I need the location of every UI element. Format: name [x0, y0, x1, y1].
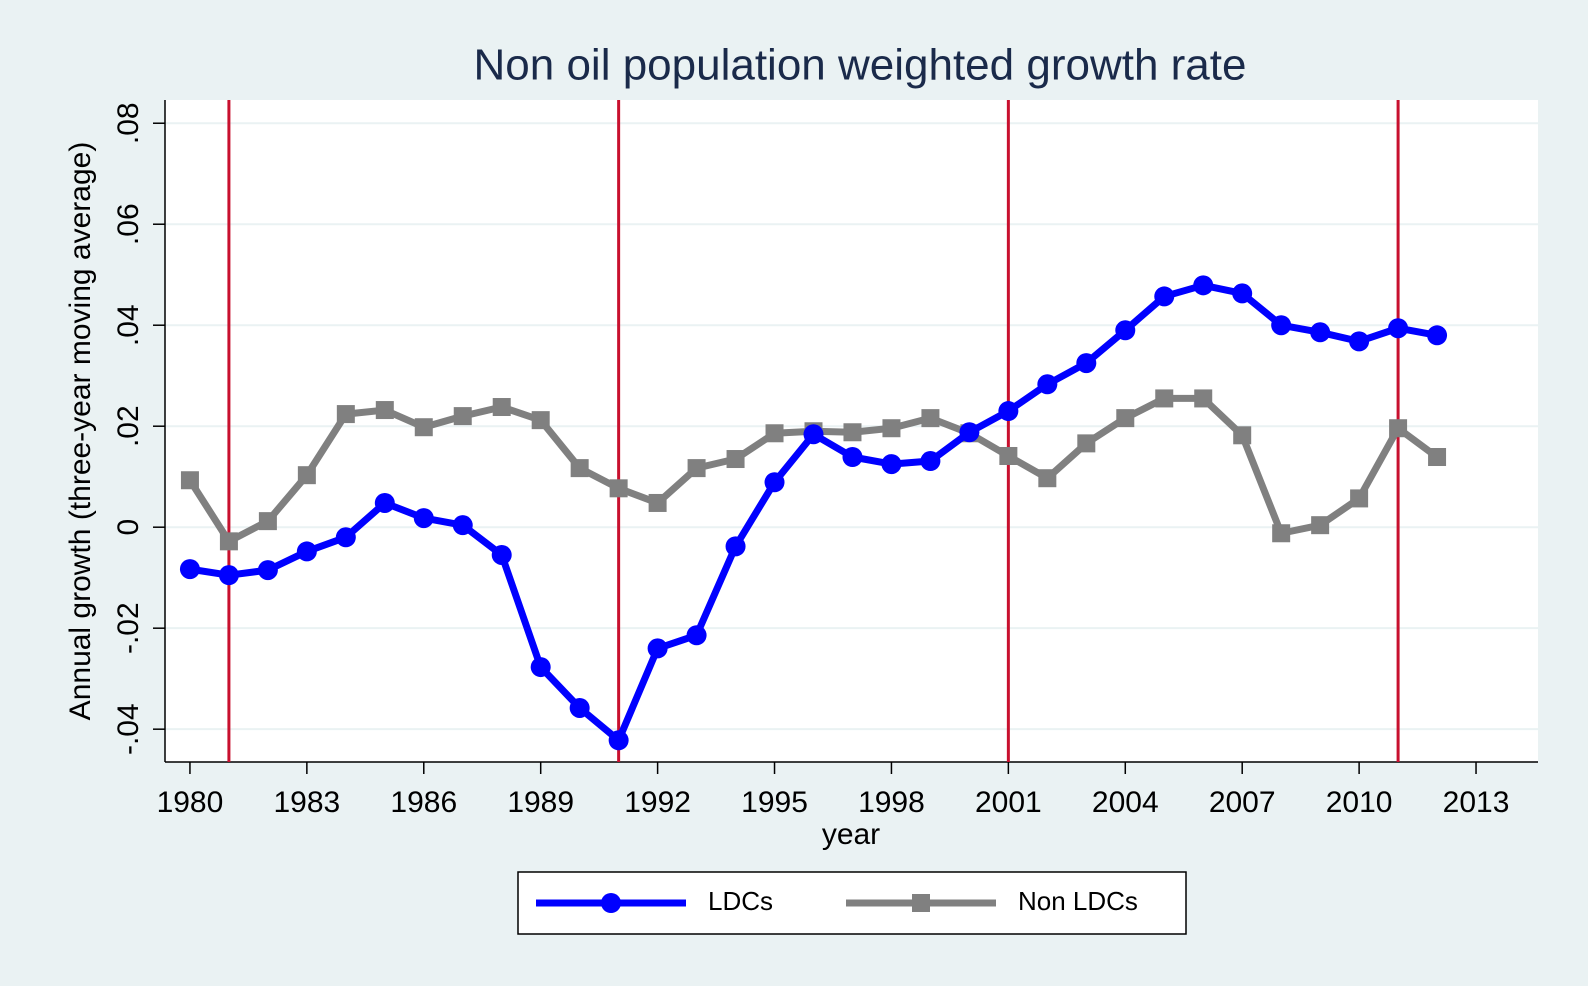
legend-label: LDCs	[708, 886, 773, 916]
marker	[452, 515, 473, 536]
marker	[1233, 426, 1252, 445]
y-tick-label: .02	[112, 405, 145, 447]
x-tick-label: 1998	[858, 786, 925, 819]
marker	[608, 730, 629, 751]
marker	[1076, 353, 1097, 374]
marker	[1115, 320, 1136, 341]
marker	[1037, 374, 1058, 395]
marker	[1349, 331, 1370, 352]
marker	[414, 418, 433, 437]
marker	[921, 409, 940, 428]
x-tick-label: 2007	[1209, 786, 1276, 819]
y-tick-label: .04	[112, 304, 145, 346]
legend-marker	[912, 894, 930, 912]
x-axis-title: year	[822, 818, 880, 851]
marker	[375, 401, 394, 420]
marker	[1388, 318, 1409, 339]
x-tick-label: 1983	[273, 786, 340, 819]
x-tick-label: 2013	[1443, 786, 1510, 819]
marker	[609, 479, 628, 498]
marker	[492, 398, 511, 417]
marker	[959, 422, 980, 443]
marker	[296, 541, 317, 562]
marker	[491, 544, 512, 565]
x-tick-label: 1992	[624, 786, 691, 819]
marker	[413, 508, 434, 529]
marker	[1271, 315, 1292, 336]
marker	[920, 451, 941, 472]
marker	[687, 459, 706, 478]
y-axis-title: Annual growth (three-year moving average…	[64, 142, 97, 721]
marker	[1194, 389, 1213, 408]
marker	[1427, 325, 1448, 346]
legend-label: Non LDCs	[1018, 886, 1138, 916]
marker	[1428, 448, 1447, 467]
marker	[648, 493, 667, 512]
marker	[374, 492, 395, 513]
marker	[1038, 469, 1057, 488]
marker	[647, 638, 668, 659]
chart-title: Non oil population weighted growth rate	[474, 41, 1247, 90]
y-tick-label: .08	[112, 102, 145, 144]
marker	[1389, 419, 1408, 438]
marker	[1232, 283, 1253, 304]
y-tick-label: -.02	[112, 602, 145, 654]
marker	[803, 424, 824, 445]
legend-marker	[601, 893, 621, 913]
marker	[843, 423, 862, 442]
marker	[1272, 524, 1291, 543]
marker	[882, 419, 901, 438]
x-tick-label: 1995	[741, 786, 808, 819]
marker	[1077, 434, 1096, 453]
y-tick-label: -.04	[112, 703, 145, 755]
marker	[765, 424, 784, 443]
x-tick-label: 2001	[975, 786, 1042, 819]
marker	[999, 446, 1018, 465]
x-tick-label: 1980	[157, 786, 224, 819]
marker	[336, 405, 355, 424]
marker	[335, 527, 356, 548]
x-tick-label: 2004	[1092, 786, 1159, 819]
marker	[257, 560, 278, 581]
marker	[453, 407, 472, 426]
marker	[569, 697, 590, 718]
marker	[530, 657, 551, 678]
x-tick-label: 2010	[1326, 786, 1393, 819]
marker	[218, 565, 239, 586]
marker	[1311, 516, 1330, 535]
y-tick-label: .06	[112, 203, 145, 245]
marker	[842, 447, 863, 468]
marker	[726, 450, 745, 469]
marker	[686, 625, 707, 646]
marker	[297, 466, 316, 485]
marker	[1193, 275, 1214, 296]
marker	[1350, 489, 1369, 508]
marker	[998, 401, 1019, 422]
marker	[179, 559, 200, 580]
marker	[531, 411, 550, 430]
marker	[1310, 322, 1331, 343]
marker	[570, 459, 589, 478]
marker	[1116, 409, 1135, 428]
marker	[258, 512, 277, 531]
marker	[725, 536, 746, 557]
marker	[219, 532, 238, 551]
marker	[881, 454, 902, 475]
x-tick-label: 1989	[507, 786, 574, 819]
marker	[180, 471, 199, 490]
marker	[1154, 286, 1175, 307]
y-tick-label: 0	[112, 519, 145, 536]
marker	[764, 472, 785, 493]
x-tick-label: 1986	[390, 786, 457, 819]
marker	[1155, 389, 1174, 408]
